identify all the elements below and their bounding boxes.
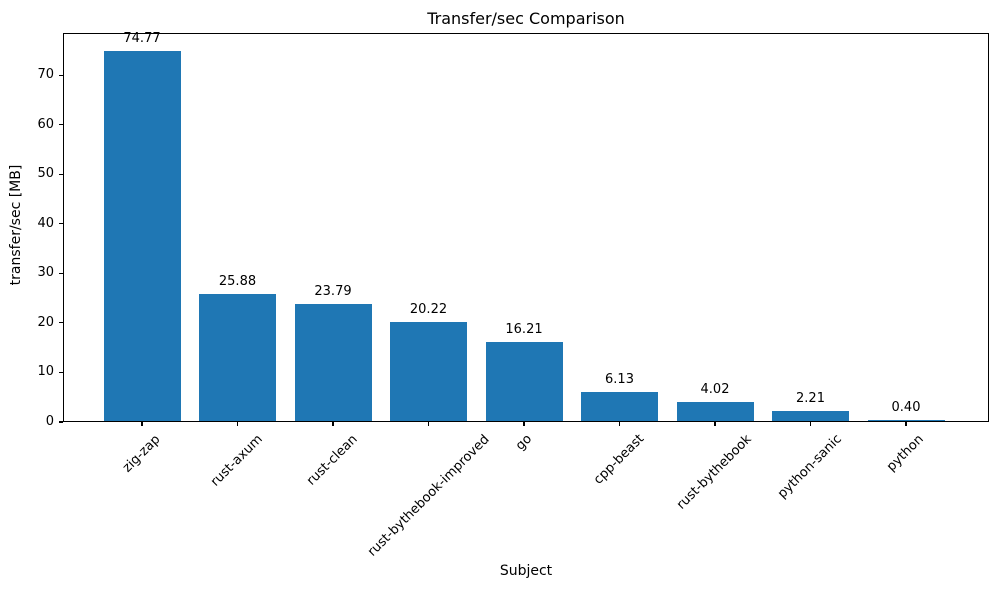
- bar-rust-clean: [294, 304, 372, 422]
- plot-area: [63, 33, 989, 422]
- y-tick-mark: [59, 223, 63, 225]
- bar-value-label: 2.21: [796, 391, 825, 407]
- y-tick-mark: [59, 322, 63, 324]
- y-tick-mark: [59, 74, 63, 76]
- x-tick-label-zig-zap: zig-zap: [120, 431, 164, 476]
- bar-value-label: 6.13: [605, 371, 634, 387]
- x-tick-label-go: go: [512, 431, 535, 454]
- x-tick-label-python: python: [884, 431, 928, 475]
- x-tick-mark: [332, 422, 334, 426]
- bar-rust-bythebook: [676, 402, 754, 422]
- x-tick-label-rust-clean: rust-clean: [304, 431, 362, 489]
- bar-python-sanic: [772, 411, 849, 422]
- x-tick-mark: [236, 422, 239, 426]
- bar-zig-zap: [103, 51, 181, 422]
- x-tick-mark: [523, 422, 525, 426]
- y-tick-label: 70: [37, 67, 54, 83]
- chart-title: Transfer/sec Comparison: [427, 9, 625, 28]
- bar-value-label: 0.40: [891, 400, 921, 416]
- y-tick-label: 30: [37, 265, 54, 281]
- x-tick-label-python-sanic: python-sanic: [775, 432, 846, 502]
- x-axis-label: Subject: [499, 563, 553, 579]
- bar-rust-axum: [199, 293, 276, 422]
- y-tick-mark: [59, 272, 63, 274]
- y-tick-label: 50: [37, 166, 54, 182]
- bar-value-label: 23.79: [314, 284, 352, 300]
- y-tick-label: 40: [37, 215, 54, 231]
- bar-rust-bythebook-improved: [390, 321, 467, 422]
- y-tick-label: 0: [45, 414, 54, 429]
- y-tick-mark: [59, 371, 63, 374]
- x-tick-mark: [809, 422, 812, 426]
- x-tick-label-rust-bythebook: rust-bythebook: [674, 431, 756, 513]
- y-tick-mark: [59, 421, 63, 423]
- bar-value-label: 20.22: [409, 301, 448, 317]
- y-tick-label: 10: [37, 364, 54, 380]
- x-tick-mark: [618, 422, 621, 426]
- x-tick-label-rust-axum: rust-axum: [208, 432, 266, 490]
- y-axis-label: transfer/sec [MB]: [8, 164, 24, 286]
- y-tick-label: 20: [37, 314, 54, 330]
- bar-go: [485, 341, 563, 422]
- x-tick-mark: [427, 422, 430, 426]
- bar-cpp-beast: [581, 391, 658, 422]
- bar-value-label: 25.88: [218, 273, 257, 289]
- x-tick-mark: [714, 422, 716, 426]
- x-tick-mark: [905, 422, 907, 426]
- y-tick-mark: [59, 124, 63, 126]
- bar-value-label: 16.21: [505, 321, 543, 337]
- x-tick-label-rust-bythebook-improved: rust-bythebook-improved: [364, 431, 492, 560]
- x-tick-mark: [141, 422, 143, 426]
- x-tick-label-cpp-beast: cpp-beast: [591, 431, 648, 488]
- bar-value-label: 74.77: [123, 31, 161, 47]
- bar-value-label: 4.02: [700, 382, 730, 398]
- y-tick-label: 60: [37, 116, 54, 132]
- y-tick-mark: [59, 173, 63, 175]
